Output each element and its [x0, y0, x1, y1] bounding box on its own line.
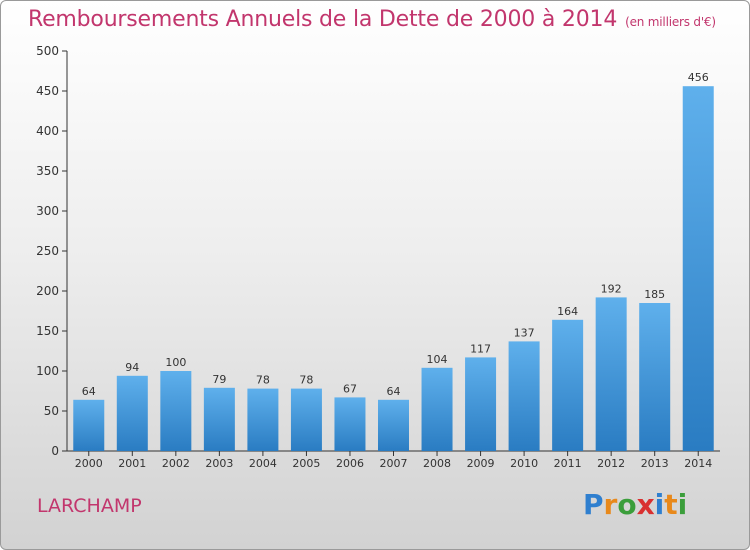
bar [639, 303, 671, 451]
logo-letter: r [603, 488, 618, 521]
x-tick-label: 2012 [597, 457, 625, 470]
data-label: 104 [427, 353, 448, 366]
bar [378, 399, 409, 451]
bar [334, 397, 366, 451]
x-tick-label: 2003 [205, 457, 233, 470]
bar [290, 388, 322, 451]
proxiti-logo: Proxiti [583, 488, 687, 521]
bar [595, 297, 627, 451]
x-tick-label: 2007 [380, 457, 408, 470]
bar [421, 367, 453, 451]
data-label: 137 [514, 326, 535, 339]
y-tick-label: 150 [36, 324, 59, 338]
x-tick-label: 2005 [292, 457, 320, 470]
x-tick-label: 2014 [684, 457, 712, 470]
bar [552, 319, 584, 451]
x-tick-label: 2011 [554, 457, 582, 470]
logo-letter: i [677, 488, 688, 521]
y-tick-label: 100 [36, 364, 59, 378]
x-tick-label: 2008 [423, 457, 451, 470]
chart-title: Remboursements Annuels de la Dette de 20… [28, 7, 716, 32]
y-tick-label: 250 [36, 244, 59, 258]
bar [465, 357, 497, 451]
bar [682, 86, 714, 451]
chart-unit: (en milliers d'€) [625, 15, 716, 29]
data-label: 192 [601, 282, 622, 295]
chart-title-text: Remboursements Annuels de la Dette de 20… [28, 7, 618, 32]
x-tick-label: 2001 [118, 457, 146, 470]
data-label: 185 [644, 288, 665, 301]
x-tick-label: 2006 [336, 457, 364, 470]
y-tick-label: 500 [36, 44, 59, 58]
x-tick-label: 2010 [510, 457, 538, 470]
y-tick-label: 350 [36, 164, 59, 178]
x-tick-label: 2002 [162, 457, 190, 470]
y-tick-label: 300 [36, 204, 59, 218]
logo-letter: o [617, 488, 637, 521]
bar [203, 387, 235, 451]
bar [247, 388, 279, 451]
commune-name: LARCHAMP [37, 495, 142, 517]
data-label: 67 [343, 382, 357, 395]
data-label: 94 [125, 361, 139, 374]
data-label: 100 [165, 356, 186, 369]
logo-letter: x [636, 488, 655, 521]
logo-letter: i [654, 488, 665, 521]
data-label: 117 [470, 342, 491, 355]
bar [116, 375, 148, 451]
logo-letter: P [583, 488, 604, 521]
y-tick-label: 400 [36, 124, 59, 138]
y-tick-label: 200 [36, 284, 59, 298]
data-label: 64 [82, 385, 96, 398]
data-label: 78 [299, 374, 313, 387]
y-tick-label: 50 [44, 404, 59, 418]
y-tick-label: 450 [36, 84, 59, 98]
bar [160, 371, 192, 451]
x-tick-label: 2009 [467, 457, 495, 470]
y-tick-label: 0 [51, 444, 59, 458]
bar [73, 399, 105, 451]
bar [508, 341, 540, 451]
data-label: 164 [557, 305, 578, 318]
x-tick-label: 2013 [641, 457, 669, 470]
data-label: 79 [212, 373, 226, 386]
x-tick-label: 2000 [75, 457, 103, 470]
logo-letter: t [664, 488, 678, 521]
data-label: 78 [256, 374, 270, 387]
x-tick-label: 2004 [249, 457, 277, 470]
data-label: 64 [387, 385, 401, 398]
data-label: 456 [688, 71, 709, 84]
